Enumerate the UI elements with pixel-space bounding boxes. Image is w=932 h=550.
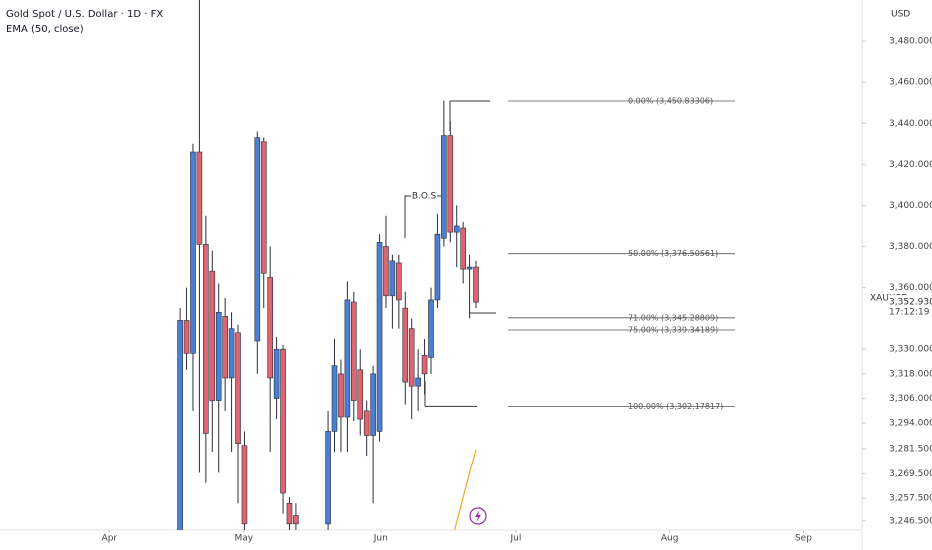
candle-body xyxy=(415,377,421,387)
candle-body xyxy=(389,260,396,297)
x-tick-label: Jul xyxy=(509,534,521,544)
y-tick-label: 3,420.00000 xyxy=(889,160,932,170)
candle-body xyxy=(383,246,389,297)
x-tick-label: Apr xyxy=(102,534,118,544)
candle-body xyxy=(241,445,248,525)
candle-body xyxy=(447,135,454,233)
candle-body xyxy=(357,369,364,420)
candle-body xyxy=(428,299,434,358)
candle-body xyxy=(286,502,293,525)
candle-body xyxy=(370,373,376,436)
fib-label: 50.00% (3,376.50561) xyxy=(628,249,718,258)
y-tick-label: 3,380.00000 xyxy=(889,242,932,252)
y-tick-label: 3,269.50000 xyxy=(889,469,932,479)
candle-body xyxy=(177,320,183,530)
candle-body xyxy=(196,151,203,245)
alert-icon[interactable] xyxy=(469,507,487,525)
candle-body xyxy=(293,515,299,525)
candle-body xyxy=(396,262,402,301)
y-tick-label: 3,281.50000 xyxy=(889,444,932,454)
countdown: 17:12:19 xyxy=(889,308,930,318)
y-tick-label: 3,246.50000 xyxy=(889,516,932,526)
x-tick-label: Aug xyxy=(661,534,679,544)
fib-label: 0.00% (3,450.83306) xyxy=(628,97,713,106)
y-tick-label: 3,257.50000 xyxy=(889,494,932,504)
candle-body xyxy=(183,320,190,354)
y-tick-label: 3,360.00000 xyxy=(889,283,932,293)
candle-body xyxy=(267,277,273,379)
candle-body xyxy=(460,227,466,270)
candle-body xyxy=(402,307,409,383)
y-tick-label: 3,400.00000 xyxy=(889,201,932,211)
fib-label: 71.00% (3,345.28809) xyxy=(628,313,718,322)
y-tick-label: 3,480.00000 xyxy=(889,37,932,47)
y-tick-label: 3,306.00000 xyxy=(889,394,932,404)
candle-body xyxy=(331,365,338,432)
candle-body xyxy=(441,135,447,239)
candle-body xyxy=(408,328,415,387)
y-tick-label: 3,440.00000 xyxy=(889,119,932,129)
candle-body xyxy=(344,299,351,418)
currency: USD xyxy=(891,10,910,20)
price-label-bg xyxy=(888,295,932,318)
candle-body xyxy=(325,431,331,525)
candle-body xyxy=(273,348,280,399)
candle-body xyxy=(222,316,228,379)
candle-body xyxy=(215,311,222,401)
candle-body xyxy=(363,410,370,436)
candle-body xyxy=(466,266,473,270)
y-tick-label: 3,294.00000 xyxy=(889,419,932,429)
price-label: 3,352.93000 xyxy=(889,298,932,308)
bos-label: B.O.S xyxy=(412,192,437,202)
candle-body xyxy=(453,225,460,233)
y-tick-label: 3,318.00000 xyxy=(889,369,932,379)
x-tick-label: May xyxy=(234,534,253,544)
x-tick-label: Jun xyxy=(373,534,388,544)
candle-body xyxy=(260,141,267,274)
candle-body xyxy=(209,270,216,401)
indicator-legend: EMA (50, close) xyxy=(6,24,84,35)
candle-body xyxy=(338,373,344,418)
ema-line xyxy=(453,449,477,530)
y-tick-label: 3,330.00000 xyxy=(889,345,932,355)
candle-body xyxy=(280,348,286,494)
candle-body xyxy=(376,242,383,432)
candle-body xyxy=(254,137,261,342)
plot-area xyxy=(177,0,735,530)
chart-title: Gold Spot / U.S. Dollar · 1D · FX xyxy=(6,9,163,20)
candle-body xyxy=(190,151,196,354)
candle-body xyxy=(421,355,428,375)
candle-body xyxy=(473,266,479,303)
fib-label: 100.00% (3,302.17817) xyxy=(628,402,723,411)
fib-label: 75.00% (3,339.34189) xyxy=(628,326,718,335)
candle-body xyxy=(235,332,241,445)
candle-body xyxy=(434,233,441,301)
candle-body xyxy=(351,301,357,401)
candle-body xyxy=(203,244,209,434)
x-tick-label: Sep xyxy=(795,534,812,544)
y-tick-label: 3,460.00000 xyxy=(889,78,932,88)
candle-body xyxy=(228,328,235,379)
